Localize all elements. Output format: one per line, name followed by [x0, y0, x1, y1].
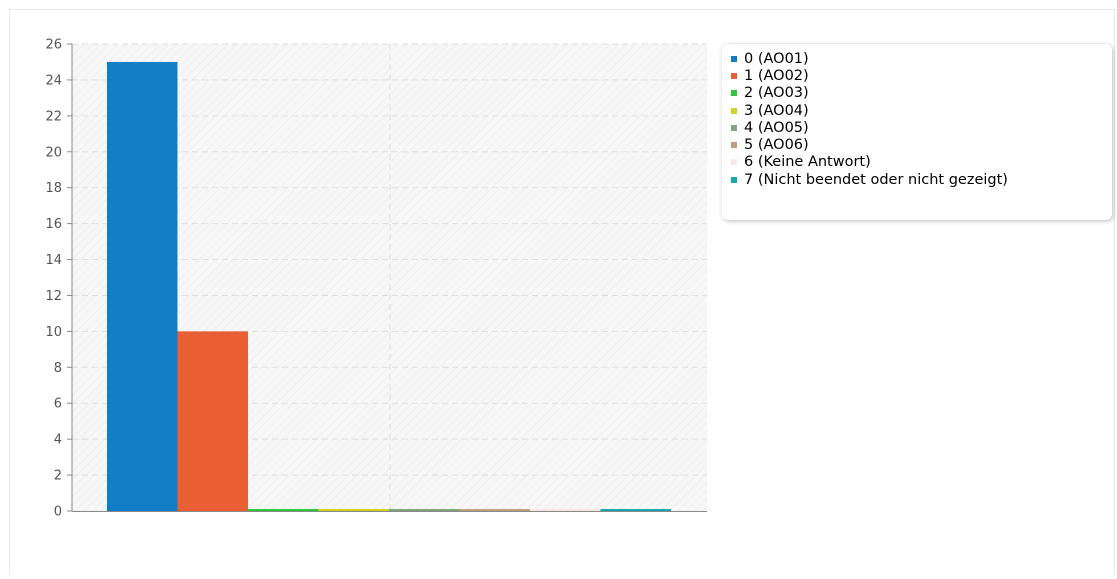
legend-label: 2 (AO03) [744, 85, 809, 102]
legend-label: 5 (AO06) [744, 137, 809, 154]
legend-swatch [731, 159, 737, 166]
y-tick-label: 4 [54, 433, 62, 448]
legend-label: 7 (Nicht beendet oder nicht gezeigt) [744, 171, 1008, 188]
bar-4[interactable] [389, 509, 460, 511]
legend-label: 4 (AO05) [744, 119, 809, 136]
y-tick-label: 6 [54, 397, 62, 412]
legend-swatch [731, 107, 737, 114]
legend-item[interactable]: 5 (AO06) [731, 136, 1112, 153]
legend-swatch [731, 72, 737, 79]
y-tick-label: 16 [45, 217, 62, 232]
legend-item[interactable]: 6 (Keine Antwort) [731, 154, 1112, 171]
bar-6[interactable] [530, 509, 601, 511]
legend-label: 3 (AO04) [744, 102, 809, 119]
bar-7[interactable] [600, 509, 672, 511]
legend-label: 1 (AO02) [744, 67, 809, 84]
y-tick-label: 14 [45, 253, 62, 268]
legend-item[interactable]: 7 (Nicht beendet oder nicht gezeigt) [731, 171, 1112, 188]
legend-swatch [731, 90, 737, 97]
bar-2[interactable] [248, 509, 319, 511]
y-tick-label: 18 [45, 181, 62, 196]
legend-item[interactable]: 1 (AO02) [731, 67, 1112, 84]
chart-frame [9, 9, 1115, 575]
bar-1[interactable] [177, 331, 249, 511]
axes [67, 43, 707, 512]
y-tick-label: 20 [45, 145, 62, 160]
y-tick-label: 2 [54, 469, 62, 484]
legend-list: 0 (AO01) 1 (AO02) 2 (AO03) 3 (AO04) 4 (AO05)… [731, 50, 1112, 188]
legend-swatch [731, 124, 737, 131]
legend-item[interactable]: 2 (AO03) [731, 85, 1112, 102]
legend-label: 6 (Keine Antwort) [744, 154, 871, 171]
y-tick-label: 22 [45, 109, 62, 124]
y-tick-label: 12 [45, 289, 62, 304]
y-tick-label: 24 [45, 73, 62, 88]
y-tick-label: 0 [54, 505, 62, 520]
legend-item[interactable]: 4 (AO05) [731, 119, 1112, 136]
legend-swatch [731, 55, 737, 62]
legend-item[interactable]: 0 (AO01) [731, 50, 1112, 67]
legend-item[interactable]: 3 (AO04) [731, 102, 1112, 119]
legend: 0 (AO01) 1 (AO02) 2 (AO03) 3 (AO04) 4 (AO05)… [722, 44, 1112, 220]
legend-swatch [731, 176, 737, 183]
legend-swatch [731, 142, 737, 149]
legend-label: 0 (AO01) [744, 50, 809, 67]
bars [107, 61, 672, 511]
bar-5[interactable] [459, 509, 531, 511]
y-tick-label: 10 [45, 325, 62, 340]
bar-3[interactable] [318, 509, 390, 511]
y-tick-label: 26 [45, 38, 62, 53]
y-tick-label: 8 [54, 361, 62, 376]
bar-0[interactable] [107, 61, 178, 511]
